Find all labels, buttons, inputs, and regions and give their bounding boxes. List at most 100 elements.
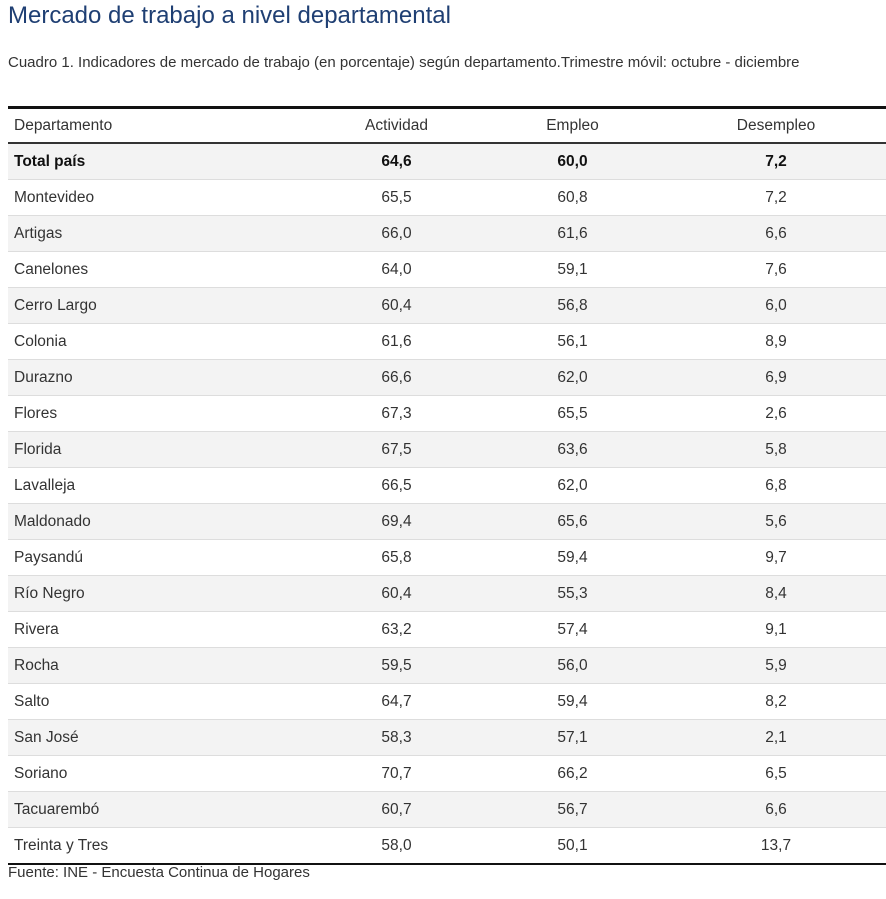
cell-departamento: Colonia [8, 323, 314, 360]
cell-empleo: 60,8 [479, 179, 666, 216]
cell-actividad: 58,3 [314, 719, 479, 756]
header-desempleo: Desempleo [736, 116, 816, 134]
cell-departamento: Rivera [8, 611, 314, 648]
cell-actividad: 67,5 [314, 431, 479, 468]
cell-actividad: 60,4 [314, 287, 479, 324]
cell-desempleo: 6,5 [666, 755, 886, 792]
cell-desempleo: 7,2 [666, 143, 886, 180]
cell-desempleo: 2,1 [666, 719, 886, 756]
cell-empleo: 62,0 [479, 359, 666, 396]
table-row: Paysandú 65,8 59,4 9,7 [8, 539, 886, 576]
table-row-total: Total país 64,6 60,0 7,2 [8, 143, 886, 180]
cell-actividad: 60,4 [314, 575, 479, 612]
cell-desempleo: 8,2 [666, 683, 886, 720]
cell-desempleo: 6,9 [666, 359, 886, 396]
cell-empleo: 56,7 [479, 791, 666, 828]
cell-actividad: 67,3 [314, 395, 479, 432]
cell-empleo: 57,1 [479, 719, 666, 756]
cell-desempleo: 6,6 [666, 791, 886, 828]
cell-actividad: 66,5 [314, 467, 479, 504]
cell-empleo: 63,6 [479, 431, 666, 468]
cell-actividad: 66,0 [314, 215, 479, 252]
cell-desempleo: 6,8 [666, 467, 886, 504]
cell-actividad: 65,8 [314, 539, 479, 576]
cell-departamento: Florida [8, 431, 314, 468]
cell-departamento: Total país [8, 143, 314, 180]
cell-desempleo: 7,6 [666, 251, 886, 288]
table-row: Rocha 59,5 56,0 5,9 [8, 647, 886, 684]
cell-empleo: 59,4 [479, 539, 666, 576]
cell-departamento: Treinta y Tres [14, 836, 109, 854]
cell-empleo: 56,0 [479, 647, 666, 684]
table-row: Durazno 66,6 62,0 6,9 [8, 359, 886, 396]
page-title: Mercado de trabajo a nivel departamental [8, 2, 451, 29]
header-departamento: Departamento [14, 116, 113, 134]
cell-empleo: 50,1 [557, 836, 588, 854]
table-header-row: Departamento Actividad Empleo Desempleo [8, 107, 886, 143]
cell-empleo: 57,4 [479, 611, 666, 648]
table-row: Canelones 64,0 59,1 7,6 [8, 251, 886, 288]
cell-departamento: Rocha [8, 647, 314, 684]
cell-desempleo: 6,0 [666, 287, 886, 324]
table-row: Flores 67,3 65,5 2,6 [8, 395, 886, 432]
table-row: San José 58,3 57,1 2,1 [8, 719, 886, 756]
table-row: Lavalleja 66,5 62,0 6,8 [8, 467, 886, 504]
cell-actividad: 59,5 [314, 647, 479, 684]
cell-desempleo: 9,7 [666, 539, 886, 576]
header-empleo: Empleo [546, 116, 599, 134]
cell-desempleo: 6,6 [666, 215, 886, 252]
cell-desempleo: 8,4 [666, 575, 886, 612]
cell-actividad: 61,6 [314, 323, 479, 360]
cell-actividad: 70,7 [314, 755, 479, 792]
cell-desempleo: 13,7 [760, 836, 792, 854]
cell-empleo: 66,2 [479, 755, 666, 792]
cell-empleo: 55,3 [479, 575, 666, 612]
table-row: Colonia 61,6 56,1 8,9 [8, 323, 886, 360]
cell-empleo: 65,6 [479, 503, 666, 540]
cell-departamento: Paysandú [8, 539, 314, 576]
cell-desempleo: 2,6 [666, 395, 886, 432]
cell-desempleo: 5,9 [666, 647, 886, 684]
cell-departamento: Tacuarembó [8, 791, 314, 828]
table-row: Rivera 63,2 57,4 9,1 [8, 611, 886, 648]
cell-departamento: Montevideo [8, 179, 314, 216]
cell-departamento: Lavalleja [8, 467, 314, 504]
cell-departamento: San José [8, 719, 314, 756]
cell-departamento: Flores [8, 395, 314, 432]
header-actividad: Actividad [365, 116, 428, 134]
cell-desempleo: 7,2 [666, 179, 886, 216]
cell-desempleo: 8,9 [666, 323, 886, 360]
cell-actividad: 63,2 [314, 611, 479, 648]
table-row: Río Negro 60,4 55,3 8,4 [8, 575, 886, 612]
table-row: Maldonado 69,4 65,6 5,6 [8, 503, 886, 540]
table-caption: Cuadro 1. Indicadores de mercado de trab… [8, 54, 800, 71]
table-row: Cerro Largo 60,4 56,8 6,0 [8, 287, 886, 324]
cell-departamento: Canelones [8, 251, 314, 288]
cell-empleo: 59,4 [479, 683, 666, 720]
table-row: Montevideo 65,5 60,8 7,2 [8, 179, 886, 216]
cell-departamento: Durazno [8, 359, 314, 396]
cell-empleo: 65,5 [479, 395, 666, 432]
table-row: Florida 67,5 63,6 5,8 [8, 431, 886, 468]
cell-departamento: Artigas [8, 215, 314, 252]
cell-empleo: 56,8 [479, 287, 666, 324]
cell-empleo: 59,1 [479, 251, 666, 288]
table-row: Tacuarembó 60,7 56,7 6,6 [8, 791, 886, 828]
cell-actividad: 60,7 [314, 791, 479, 828]
table-body: Total país 64,6 60,0 7,2 Montevideo 65,5 60,8 7… [8, 143, 886, 864]
cell-departamento: Río Negro [8, 575, 314, 612]
cell-actividad: 64,7 [314, 683, 479, 720]
cell-desempleo: 5,8 [666, 431, 886, 468]
cell-actividad: 65,5 [314, 179, 479, 216]
cell-desempleo: 9,1 [666, 611, 886, 648]
cell-actividad: 64,0 [314, 251, 479, 288]
source-note: Fuente: INE - Encuesta Continua de Hogar… [8, 864, 310, 881]
cell-departamento: Maldonado [8, 503, 314, 540]
labor-market-table: Departamento Actividad Empleo Desempleo … [8, 106, 886, 865]
table-row: Soriano 70,7 66,2 6,5 [8, 755, 886, 792]
cell-empleo: 60,0 [479, 143, 666, 180]
cell-actividad: 64,6 [314, 143, 479, 180]
table-row: Treinta y Tres 58,0 50,1 13,7 [8, 827, 886, 864]
table-row: Artigas 66,0 61,6 6,6 [8, 215, 886, 252]
cell-departamento: Soriano [8, 755, 314, 792]
